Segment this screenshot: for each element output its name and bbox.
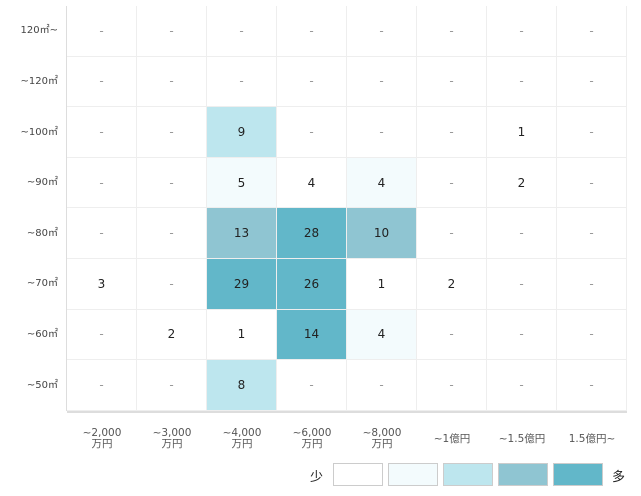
cell: -	[67, 6, 137, 57]
cell: -	[137, 259, 207, 310]
legend-high: 多	[612, 470, 626, 485]
cell: -	[557, 259, 627, 310]
legend-swatch	[498, 463, 548, 486]
cell: -	[277, 360, 347, 411]
cell: -	[347, 6, 417, 57]
legend-swatch	[443, 463, 493, 486]
cell: -	[137, 360, 207, 411]
row-label: 120㎡~	[20, 25, 58, 37]
cell: -	[137, 56, 207, 108]
cell: -	[557, 157, 627, 209]
cell: 4	[347, 309, 417, 361]
cell: -	[67, 309, 137, 361]
cell: 1	[487, 107, 557, 158]
cell: 2	[137, 309, 207, 361]
legend-swatch	[553, 463, 603, 486]
column-label: 万円	[371, 438, 393, 450]
cell: 29	[207, 259, 277, 310]
cell: 8	[207, 360, 277, 411]
cell: -	[137, 6, 207, 57]
cell: 28	[277, 208, 347, 259]
cell: 4	[277, 157, 347, 209]
column-label: ~8,000	[362, 427, 402, 439]
cell: -	[137, 157, 207, 209]
cell: 26	[277, 259, 347, 310]
row-label: ~50㎡	[26, 379, 58, 391]
cell: -	[487, 6, 557, 57]
row-label: ~80㎡	[26, 227, 58, 239]
cell: -	[417, 157, 487, 209]
cell: -	[557, 6, 627, 57]
cell: -	[417, 6, 487, 57]
column-label: 1.5億円~	[568, 433, 616, 445]
column-label: ~1億円	[433, 433, 471, 445]
cell: 2	[417, 259, 487, 310]
column-label: ~2,000	[82, 427, 122, 439]
cell: -	[487, 309, 557, 361]
cell: 1	[347, 259, 417, 310]
column-label: ~3,000	[152, 427, 192, 439]
cell: 10	[347, 208, 417, 259]
cell: 14	[277, 309, 347, 361]
cell: -	[347, 56, 417, 108]
cell: -	[67, 157, 137, 209]
cell: 3	[67, 259, 137, 310]
cell: -	[207, 6, 277, 57]
cell: 4	[347, 157, 417, 209]
cell: -	[417, 360, 487, 411]
cell: -	[347, 360, 417, 411]
axis-line	[67, 410, 627, 413]
row-label: ~120㎡	[20, 75, 58, 87]
cell: -	[557, 309, 627, 361]
cell: -	[277, 56, 347, 108]
cell: -	[417, 56, 487, 108]
cell: -	[417, 208, 487, 259]
cell: -	[347, 107, 417, 158]
cell: -	[67, 360, 137, 411]
cell: -	[487, 208, 557, 259]
cell: -	[137, 208, 207, 259]
legend-low: 少	[310, 470, 324, 485]
row-label: ~60㎡	[26, 328, 58, 340]
legend-swatch	[388, 463, 438, 486]
row-label: ~70㎡	[26, 278, 58, 290]
legend-swatch	[333, 463, 383, 486]
axis-line	[66, 6, 67, 411]
cell: -	[487, 259, 557, 310]
cell: -	[557, 107, 627, 158]
column-label: 万円	[301, 438, 323, 450]
cell: -	[67, 107, 137, 158]
cell: -	[487, 56, 557, 108]
cell: -	[557, 56, 627, 108]
row-label: ~100㎡	[20, 126, 58, 138]
cell: -	[277, 107, 347, 158]
cell: -	[557, 360, 627, 411]
cell: -	[207, 56, 277, 108]
column-label: ~4,000	[222, 427, 262, 439]
cell: -	[67, 208, 137, 259]
cell: 5	[207, 157, 277, 209]
row-label: ~90㎡	[26, 177, 58, 189]
cell: 1	[207, 309, 277, 361]
column-label: ~6,000	[292, 427, 332, 439]
cell: -	[277, 6, 347, 57]
cell: -	[137, 107, 207, 158]
cell: -	[417, 107, 487, 158]
cell: 9	[207, 107, 277, 158]
cell: -	[67, 56, 137, 108]
column-label: 万円	[161, 438, 183, 450]
column-label: 万円	[231, 438, 253, 450]
column-label: 万円	[91, 438, 113, 450]
cell: -	[417, 309, 487, 361]
cell: 2	[487, 157, 557, 209]
cell: -	[487, 360, 557, 411]
column-label: ~1.5億円	[498, 433, 546, 445]
cell: -	[557, 208, 627, 259]
cell: 13	[207, 208, 277, 259]
